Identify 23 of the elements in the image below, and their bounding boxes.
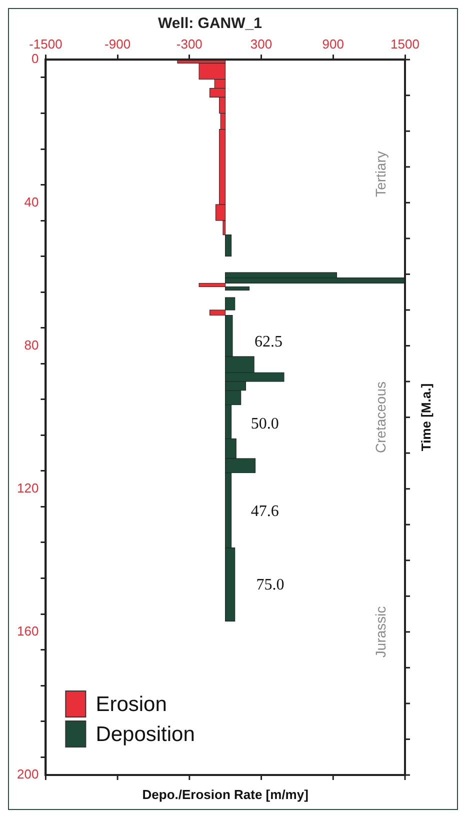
annotation: 62.5 (254, 333, 282, 350)
annotation: 47.6 (250, 502, 279, 520)
y-tick-label: 40 (24, 194, 39, 210)
annotation: Jurassic (372, 606, 389, 658)
chart-title: Well: GANW_1 (158, 15, 262, 32)
y-tick-label: 200 (16, 766, 39, 782)
x-tick-label: -300 (176, 36, 202, 52)
x-tick-label: -1500 (29, 36, 62, 52)
x-tick-label: 900 (322, 36, 344, 52)
legend-label: Deposition (96, 722, 195, 746)
y-tick-label: 80 (24, 337, 39, 352)
legend-label: Erosion (96, 692, 167, 716)
annotation: 50.0 (250, 416, 279, 433)
y-tick-label: 120 (16, 480, 39, 496)
y-tick-label: 0 (31, 51, 39, 66)
annotation: Tertiary (372, 151, 389, 198)
x-tick-label: -900 (104, 36, 131, 52)
y-axis-title: Time [M.a.] (418, 383, 434, 452)
x-tick-label: 300 (250, 36, 272, 52)
y-tick-label: 160 (16, 624, 39, 638)
annotation: Cretaceous (372, 382, 389, 454)
annotation: 75.0 (256, 576, 284, 594)
x-tick-label: 1500 (390, 36, 420, 52)
